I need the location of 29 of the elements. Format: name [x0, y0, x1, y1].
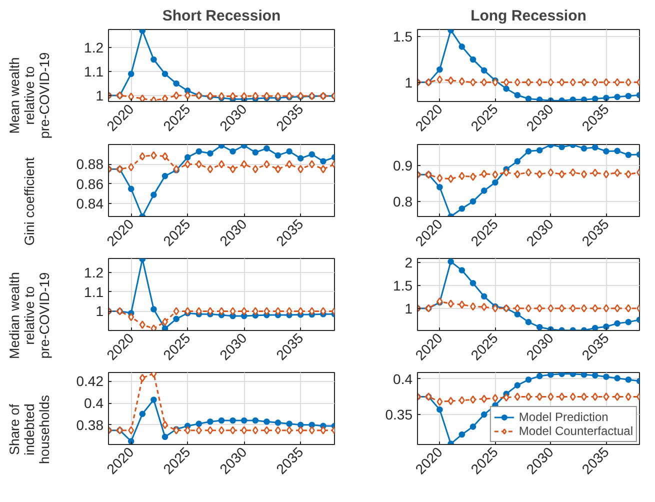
y-tick-label: 2 — [404, 254, 413, 270]
y-tick-label: 1.1 — [84, 284, 104, 300]
y-tick-label: 0.38 — [76, 416, 104, 433]
chart-title: Long Recession — [470, 8, 586, 24]
y-tick-label: 0.9 — [393, 158, 413, 174]
y-axis-title: Gini coefficient — [22, 157, 37, 246]
y-axis-title: Mean wealth relative to pre-COVID-19 — [7, 52, 52, 139]
y-tick-label: 1.1 — [84, 64, 104, 80]
y-tick-label: 0.35 — [385, 406, 413, 423]
y-tick-label: 1.5 — [393, 277, 413, 294]
y-tick-label: 0.4 — [393, 370, 413, 387]
y-tick-label: 1 — [404, 300, 413, 316]
chart-title: Short Recession — [162, 8, 281, 24]
legend-label: Model Prediction — [518, 410, 608, 424]
y-tick-label: 1 — [404, 74, 413, 90]
y-tick-label: 0.42 — [76, 373, 104, 390]
y-tick-label: 0.8 — [393, 193, 413, 210]
y-tick-label: 1.2 — [84, 264, 104, 281]
y-tick-label: 1 — [96, 88, 104, 104]
y-tick-label: 1.2 — [84, 40, 104, 56]
y-tick-label: 0.86 — [76, 176, 104, 192]
y-tick-label: 1 — [96, 303, 104, 320]
y-tick-label: 0.88 — [76, 156, 104, 172]
y-axis-title: Share of indebted households — [7, 394, 52, 464]
y-tick-label: 0.84 — [76, 196, 104, 212]
y-axis-title: Median wealth relative to pre-COVID-19 — [7, 272, 52, 360]
legend-label: Model Counterfactual — [518, 424, 633, 438]
y-tick-label: 1.5 — [393, 28, 413, 45]
y-tick-label: 0.4 — [84, 395, 104, 412]
